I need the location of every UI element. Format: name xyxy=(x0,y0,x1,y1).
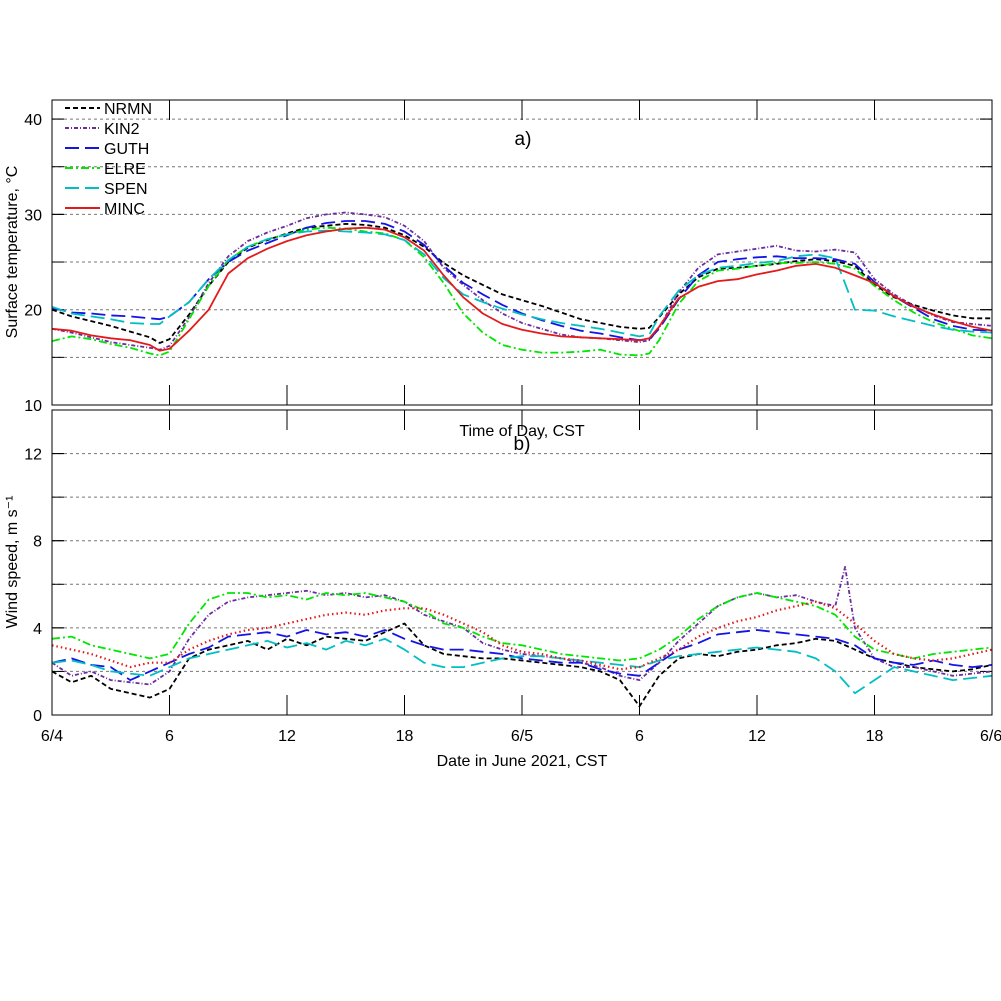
y-tick-label-4: 4 xyxy=(33,621,42,638)
panel-a-frame xyxy=(51,99,993,406)
panel-b-label: b) xyxy=(514,434,531,455)
x-tick-label-6-4-0: 6/4 xyxy=(41,728,63,745)
y-tick-label-40: 40 xyxy=(24,112,42,129)
y-tick-label-0: 0 xyxy=(33,708,42,725)
y-tick-label-30: 30 xyxy=(24,207,42,224)
series-kin2-line xyxy=(51,211,993,351)
y-tick-label-10: 10 xyxy=(24,398,42,415)
panel-b-x-tick-labels: 6/4 6 12 18 6/5 6 12 18 6/6 xyxy=(41,728,1001,745)
series-minc-line xyxy=(51,226,993,352)
panel-b-x-axis-label: Date in June 2021, CST xyxy=(437,753,608,770)
x-tick-label-6-5-4: 6/5 xyxy=(511,728,533,745)
panel-a-y-axis-label: Surface temperature, °C xyxy=(4,166,21,339)
x-tick-label-12-2: 12 xyxy=(278,728,296,745)
legend-label-guth: GUTH xyxy=(104,141,149,158)
series-nrmn-line xyxy=(51,622,993,708)
y-tick-label-12: 12 xyxy=(24,447,42,464)
legend-label-elre: ELRE xyxy=(104,161,146,178)
panel-a-label: a) xyxy=(515,129,532,150)
y-tick-label-8: 8 xyxy=(33,534,42,551)
panel-b-y-axis-label: Wind speed, m s⁻¹ xyxy=(4,496,21,629)
x-tick-label-18-3: 18 xyxy=(396,728,414,745)
panel-a: 10 20 30 40 a) Surface temperature, °C NRMN… xyxy=(4,99,993,415)
panel-b: 0 4 8 12 6/4 6 12 18 6/5 6 12 18 6/6 Time of Day, C… xyxy=(4,409,1001,770)
legend-label-spen: SPEN xyxy=(104,181,148,198)
legend-label-kin2: KIN2 xyxy=(104,121,140,138)
y-tick-label-20: 20 xyxy=(24,303,42,320)
panel-b-series xyxy=(51,566,993,708)
series-guth-line xyxy=(51,629,993,681)
panel-a-y-tick-labels: 10 20 30 40 xyxy=(24,112,42,415)
panel-b-top-axis-title: Time of Day, CST xyxy=(459,423,585,440)
legend-label-minc: MINC xyxy=(104,201,145,218)
panel-b-gridlines xyxy=(52,453,992,672)
x-tick-label-18-7: 18 xyxy=(866,728,884,745)
series-spen-line xyxy=(51,229,993,338)
x-tick-label-6-6-8: 6/6 xyxy=(980,728,1001,745)
panel-b-y-tick-labels: 0 4 8 12 xyxy=(24,447,42,725)
panel-b-frame xyxy=(51,409,993,716)
x-tick-label-6-5: 6 xyxy=(635,728,644,745)
x-tick-label-12-6: 12 xyxy=(748,728,766,745)
series-kin2-line xyxy=(51,566,993,686)
series-elre-line xyxy=(51,226,993,357)
series-elre-line xyxy=(51,592,993,662)
panel-a-series xyxy=(51,211,993,357)
series-spen-line xyxy=(51,637,993,695)
x-tick-label-6-1: 6 xyxy=(165,728,174,745)
legend: NRMN KIN2 GUTH ELRE SPEN MINC xyxy=(65,101,152,218)
series-nrmn-line xyxy=(51,223,992,344)
series-guth-line xyxy=(51,220,993,342)
legend-label-nrmn: NRMN xyxy=(104,101,152,118)
